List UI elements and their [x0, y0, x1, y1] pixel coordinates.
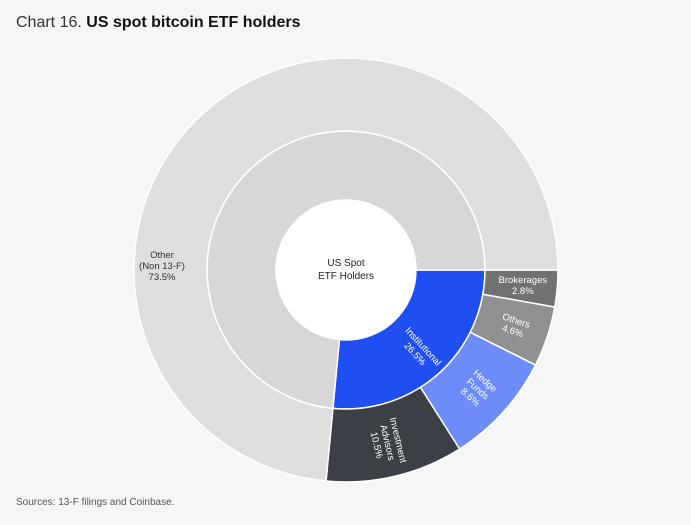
label-hedge-funds: HedgeFunds8.6% [456, 368, 499, 411]
sunburst-chart: US Spot ETF Holders Other (Non 13-F) 73.5% In… [0, 40, 691, 490]
label-brokerages: Brokerages 2.8% [499, 275, 548, 297]
label-other: Other (Non 13-F) 73.5% [139, 250, 185, 283]
source-note: Sources: 13-F filings and Coinbase. [16, 497, 175, 508]
center-hole [277, 201, 415, 339]
chart-heading: US spot bitcoin ETF holders [86, 14, 301, 31]
center-label: US Spot ETF Holders [318, 258, 374, 282]
chart-number: Chart 16. [16, 14, 82, 31]
chart-title: Chart 16. US spot bitcoin ETF holders [16, 14, 301, 32]
outer-ring-segment-other [133, 57, 559, 482]
